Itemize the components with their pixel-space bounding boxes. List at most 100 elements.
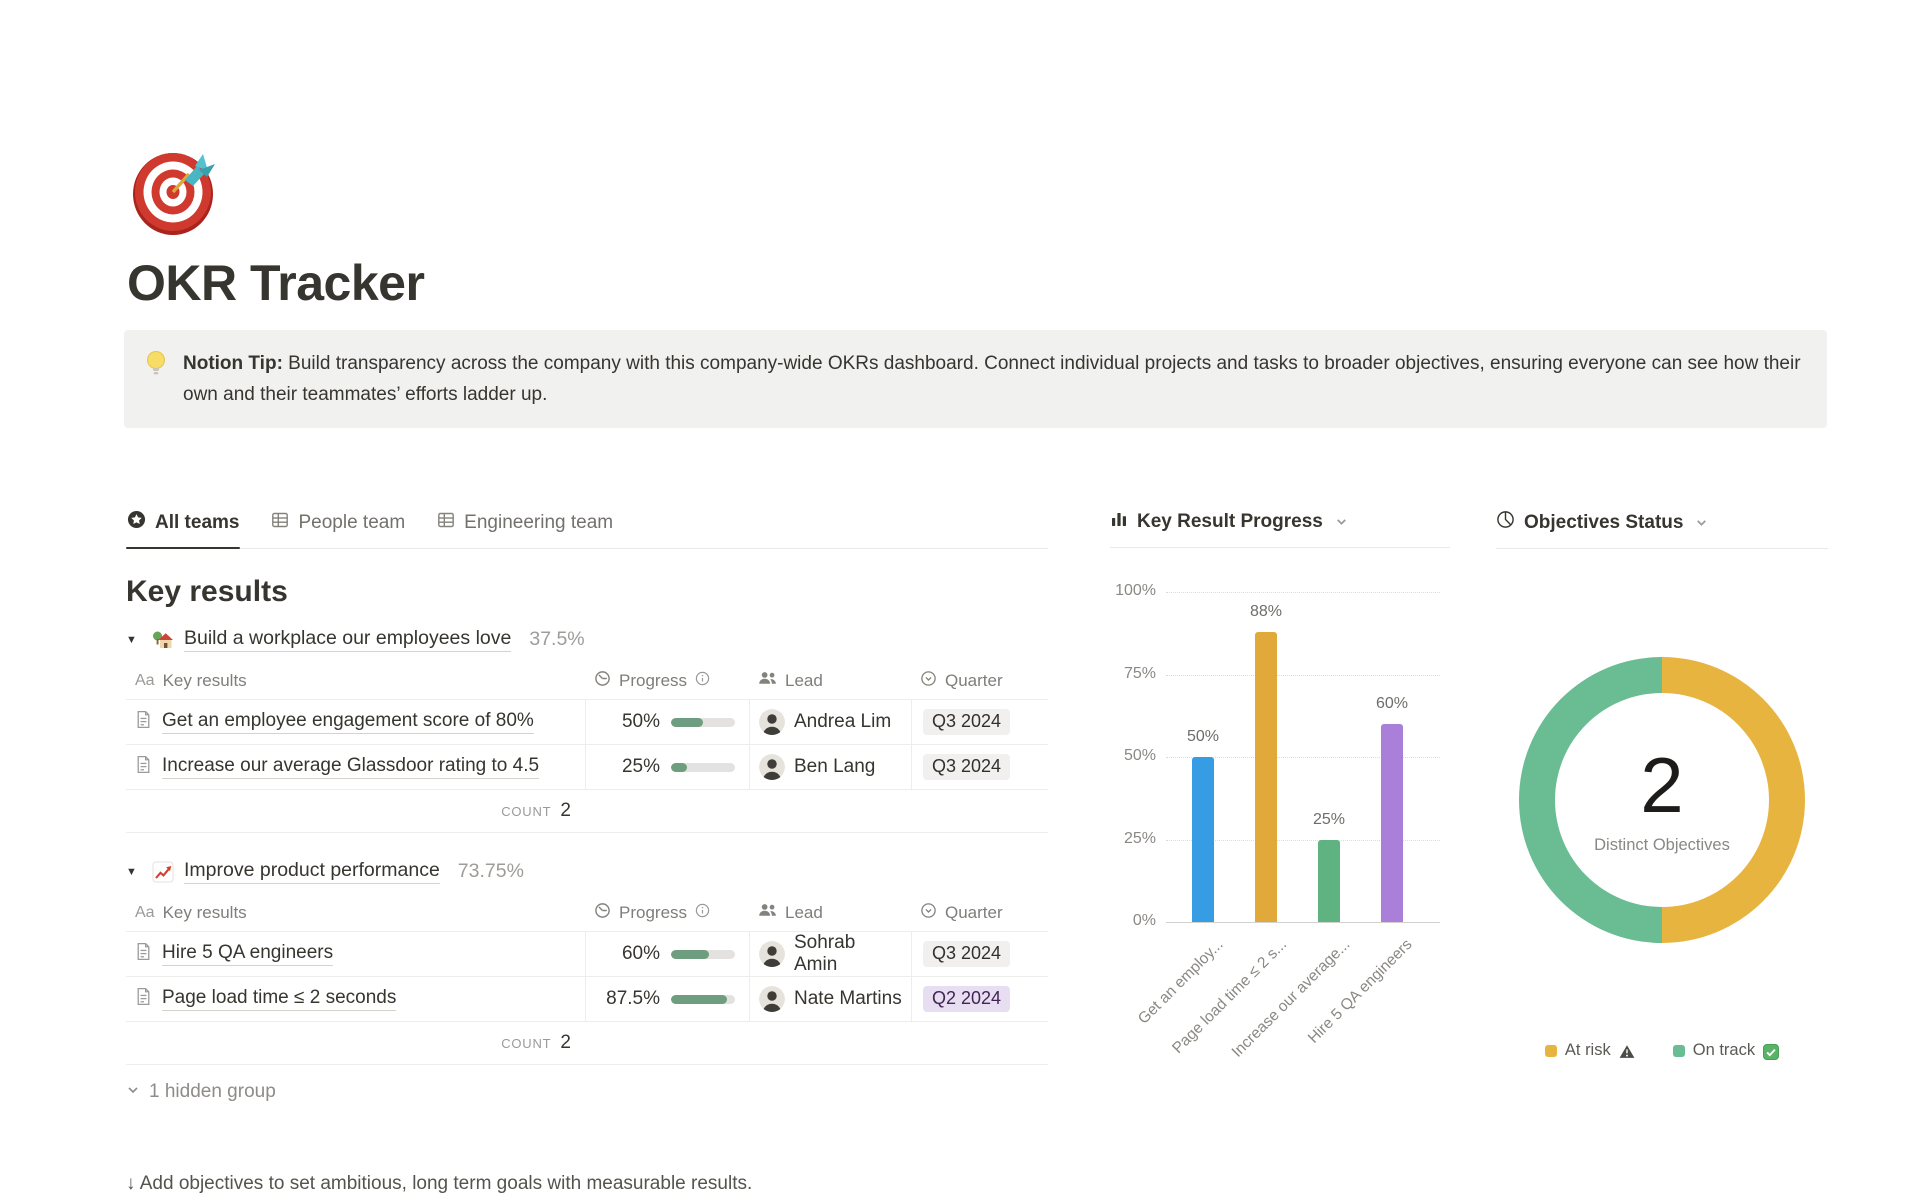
key-results-group: ▼ Build a workplace our employees love 3… [126,627,1048,833]
table-icon [437,511,455,535]
hidden-group-toggle[interactable]: 1 hidden group [126,1081,1048,1103]
pie-chart-icon [1496,510,1515,535]
group-title-link[interactable]: Improve product performance [184,859,440,884]
gridline [1166,922,1440,923]
key-results-groups: ▼ Build a workplace our employees love 3… [126,627,1048,1065]
info-icon[interactable] [695,903,710,923]
text-property-icon: Aa [135,903,155,921]
lead-name: Nate Martins [794,988,902,1009]
group-emoji-icon [152,629,174,651]
group-emoji-icon [152,861,174,883]
bar-3 [1381,724,1403,922]
section-title-key-results: Key results [126,575,288,608]
y-axis-tick-label: 100% [1115,582,1156,599]
chevron-down-icon [126,1081,140,1103]
bar-chart-icon [1110,510,1128,534]
column-header-lead[interactable]: Lead [749,670,911,691]
chevron-down-icon[interactable] [1695,513,1708,535]
key-result-link[interactable]: Hire 5 QA engineers [162,942,334,966]
column-header-lead[interactable]: Lead [749,902,911,923]
page-title: OKR Tracker [127,255,425,311]
objectives-status-header[interactable]: Objectives Status [1496,508,1828,549]
objectives-status-donut: 2 Distinct Objectives [1519,657,1805,943]
group-toggle-icon[interactable]: ▼ [126,633,137,646]
table-header-row: Aa Key results Progress Lead [126,662,1048,700]
column-header-quarter[interactable]: Quarter [911,670,1048,692]
tab-people-team[interactable]: People team [270,508,406,548]
column-header-key-results[interactable]: Aa Key results [135,902,247,922]
legend-item-at-risk: At risk [1544,1041,1635,1060]
column-header-quarter[interactable]: Quarter [911,902,1048,924]
y-axis: 0% 25% 50% 75% 100% [1110,582,1156,929]
quarter-cell: Q3 2024 [911,700,1048,744]
table-row: Page load time ≤ 2 seconds 87.5% Nate Ma… [126,977,1048,1022]
lead-name: Ben Lang [794,756,876,777]
quarter-cell: Q3 2024 [911,932,1048,976]
column-header-progress[interactable]: Progress [585,670,749,692]
page-doc-icon [135,987,152,1012]
progress-bar [671,762,735,772]
avatar [759,986,785,1012]
count-value: 2 [560,1032,571,1053]
group-toggle-icon[interactable]: ▼ [126,865,137,878]
tab-all-teams[interactable]: All teams [126,508,241,549]
key-result-link[interactable]: Page load time ≤ 2 seconds [162,987,397,1011]
donut-legend: At risk On track [1496,1041,1828,1060]
key-result-link[interactable]: Get an employee engagement score of 80% [162,710,534,734]
legend-item-on-track: On track [1672,1041,1780,1060]
key-result-cell: Page load time ≤ 2 seconds [126,977,585,1021]
rollup-icon [594,670,611,692]
progress-percent: 60% [621,943,660,964]
group-header: ▼ Build a workplace our employees love 3… [126,627,1048,652]
table-rows: Hire 5 QA engineers 60% Sohrab Amin Q3 2… [126,932,1048,1022]
table-row: Get an employee engagement score of 80% … [126,700,1048,745]
lead-cell: Ben Lang [749,745,911,789]
column-header-key-results[interactable]: Aa Key results [135,670,247,690]
avatar [759,709,785,735]
light-bulb-icon [144,350,168,410]
y-axis-tick-label: 0% [1132,912,1156,929]
key-result-cell: Hire 5 QA engineers [126,932,585,976]
key-result-link[interactable]: Increase our average Glassdoor rating to… [162,755,540,779]
x-axis-tick-label: Page load time ≤ 2 s... [1169,936,1291,1058]
progress-percent: 50% [621,711,660,732]
x-axis-tick-label: Hire 5 QA engineers [1305,936,1417,1047]
gridline [1166,757,1440,758]
progress-cell: 25% [585,745,749,789]
count-label: COUNT [501,1036,552,1051]
lead-cell: Sohrab Amin [749,932,911,976]
column-header-progress[interactable]: Progress [585,902,749,924]
warning-icon [1619,1044,1635,1059]
bar-plot-area: 50% Get an employ... 88% Page load time ≤ 2… [1135,592,1440,1061]
key-result-progress-header[interactable]: Key Result Progress [1110,508,1450,548]
page-icon-dart-target [127,136,231,240]
people-icon [758,902,777,923]
quarter-badge: Q3 2024 [923,709,1011,735]
avatar [759,754,785,780]
check-icon [1763,1043,1780,1060]
rollup-icon [594,902,611,924]
legend-label: At risk [1564,1041,1611,1059]
key-result-cell: Increase our average Glassdoor rating to… [126,745,585,789]
chevron-down-icon[interactable] [1335,512,1348,534]
bar-value-label: 88% [1249,602,1283,620]
group-header: ▼ Improve product performance 73.75% [126,859,1048,884]
x-axis-tick-label: Increase our average... [1228,936,1354,1061]
gridline [1166,592,1440,593]
view-tabs: All teams People team Engineering team [126,508,1048,549]
gridline [1166,674,1440,676]
count-value: 2 [560,800,571,821]
page-doc-icon [135,755,152,780]
tab-engineering-team[interactable]: Engineering team [436,508,614,548]
quarter-badge: Q3 2024 [923,754,1011,780]
info-icon[interactable] [695,671,710,691]
key-result-progress-chart: 0% 25% 50% 75% 100% 50% Get an employ... 88% Pa… [1110,582,1450,1112]
add-objectives-note: ↓ Add objectives to set ambitious, long … [126,1173,753,1194]
donut-center: 2 Distinct Objectives [1519,657,1805,943]
count-label: COUNT [501,804,552,819]
lead-cell: Andrea Lim [749,700,911,744]
gridline [1166,839,1440,841]
group-title-link[interactable]: Build a workplace our employees love [184,627,512,652]
quarter-badge: Q3 2024 [923,941,1011,967]
table-header-row: Aa Key results Progress Lead [126,894,1048,932]
